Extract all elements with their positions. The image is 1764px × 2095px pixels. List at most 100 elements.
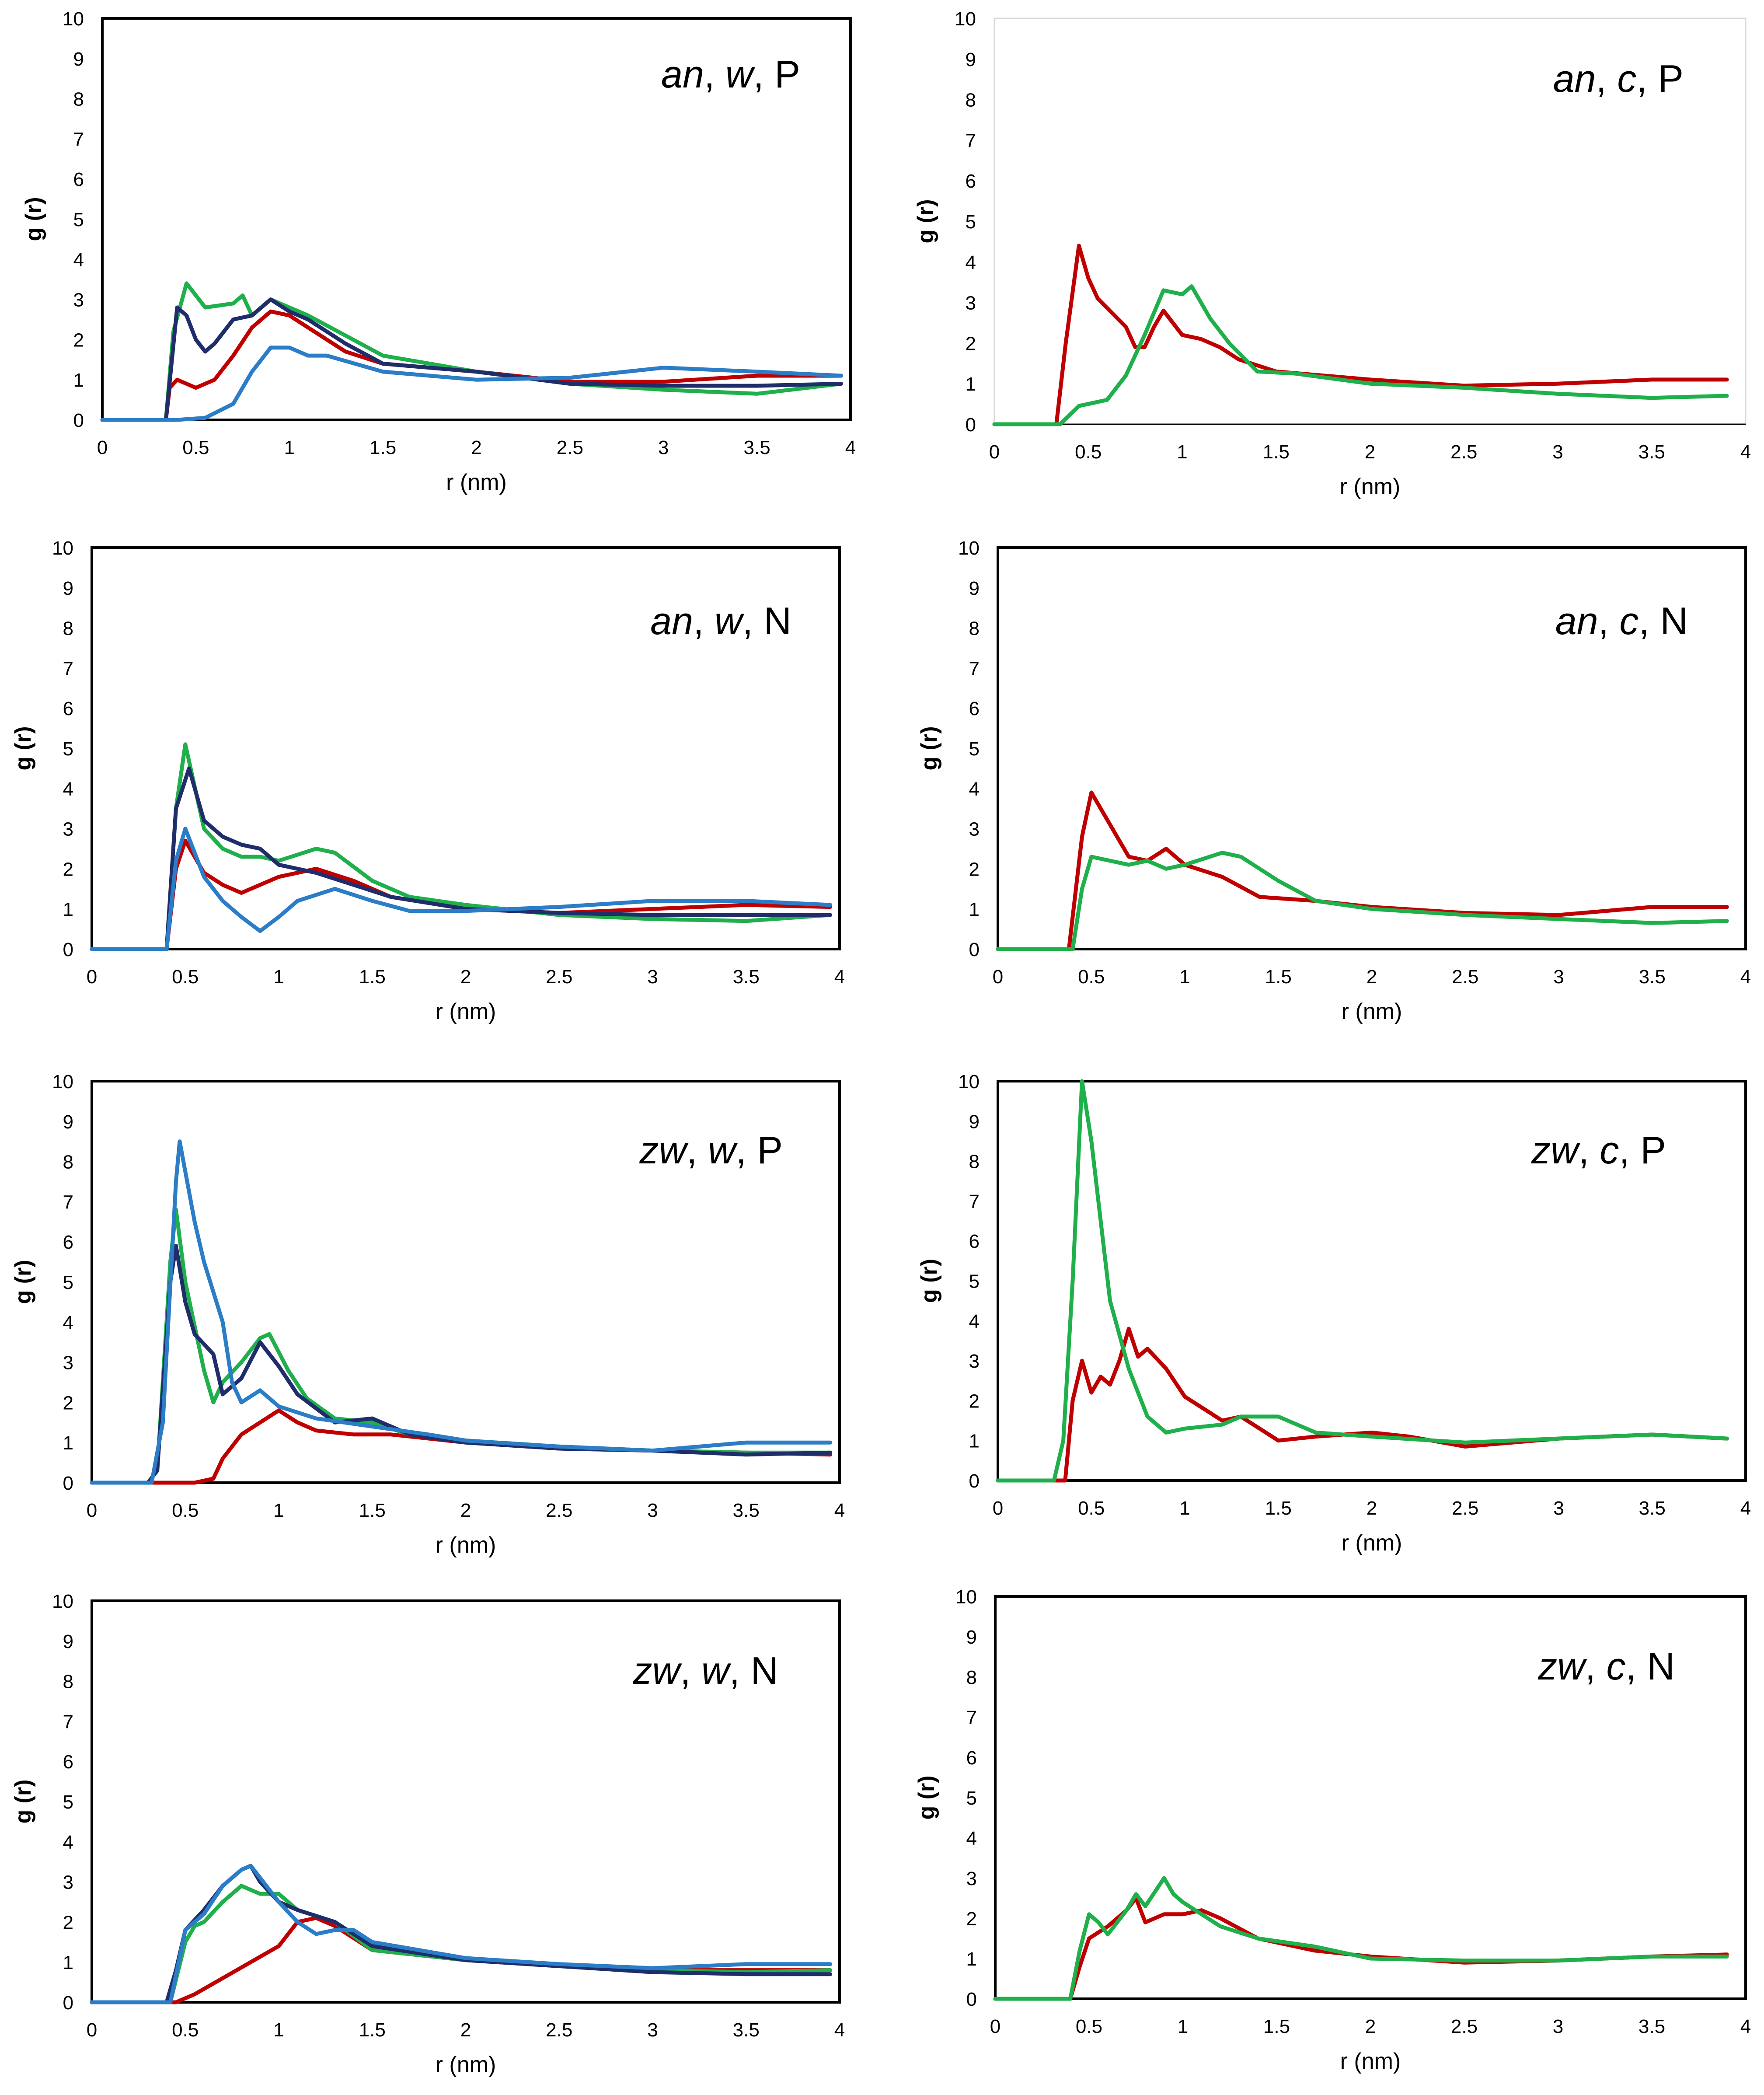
x-tick-label: 4 (834, 966, 845, 988)
x-tick-label: 0.5 (1078, 1498, 1105, 1519)
y-tick-label: 4 (969, 779, 980, 800)
y-tick-label: 2 (969, 1390, 980, 1412)
y-axis-label: g (r) (913, 199, 938, 243)
chart-panel-4: 0 1 2 3 4 5 6 7 8 9 10 0 0.5 1 1.5 2 2.5 3 3.5 4 r (nm) g (r)… (917, 538, 1751, 1024)
panel-label-part: zw (633, 1649, 683, 1692)
panel-label: an, c, N (1555, 599, 1688, 642)
x-tick-label: 0 (87, 1500, 97, 1521)
y-tick-label: 3 (966, 293, 976, 314)
x-axis-label: r (nm) (1342, 999, 1402, 1024)
series-line-blue (90, 1864, 833, 2004)
panel-label-part: , (1585, 1645, 1607, 1688)
series-line-red (992, 244, 1729, 426)
x-tick-label: 3 (1553, 966, 1564, 988)
y-tick-label: 0 (63, 939, 73, 960)
x-tick-label: 3 (1553, 2016, 1563, 2037)
panel-label: an, w, P (661, 52, 800, 96)
x-tick-label: 3 (1553, 1498, 1564, 1519)
y-tick-label: 1 (63, 899, 73, 920)
x-tick-label: 3.5 (733, 2019, 760, 2041)
x-tick-label: 3.5 (1638, 441, 1665, 463)
x-tick-label: 1 (284, 437, 295, 458)
y-tick-label: 6 (966, 171, 976, 192)
y-tick-label: 5 (966, 211, 976, 233)
series-line-navy (90, 1864, 833, 2004)
x-tick-label: 4 (1740, 966, 1751, 988)
x-tick-label: 4 (1740, 441, 1751, 463)
panel-label-part: , (704, 52, 725, 96)
y-tick-label: 6 (63, 1751, 73, 1773)
y-tick-label: 3 (969, 1351, 980, 1372)
panel-label-part: an (650, 599, 693, 642)
panel-label-part: , N (729, 1649, 778, 1692)
x-tick-label: 2.5 (546, 1500, 572, 1521)
x-tick-label: 3.5 (1638, 2016, 1665, 2037)
panel-label: an, c, P (1553, 57, 1684, 100)
plot-frame (91, 1080, 841, 1484)
y-tick-label: 10 (958, 538, 980, 559)
y-axis-label: g (r) (10, 726, 36, 770)
y-tick-label: 1 (969, 1431, 980, 1452)
panel-label-part: w (701, 1649, 732, 1692)
y-tick-label: 9 (63, 1631, 73, 1652)
y-tick-label: 6 (73, 169, 84, 190)
y-tick-label: 4 (966, 252, 976, 273)
y-tick-label: 1 (966, 374, 976, 395)
panel-label-part: an (1553, 57, 1596, 100)
panel-label-part: , P (736, 1128, 783, 1172)
y-tick-label: 9 (966, 49, 976, 70)
x-tick-label: 4 (1740, 2016, 1751, 2037)
x-tick-label: 0 (87, 966, 97, 988)
x-tick-label: 1 (1179, 966, 1190, 988)
panel-label-part: an (1555, 599, 1598, 642)
y-tick-label: 9 (63, 1111, 73, 1133)
x-axis-label: r (nm) (446, 470, 507, 495)
y-tick-label: 5 (63, 1272, 73, 1293)
y-tick-label: 8 (969, 1151, 980, 1173)
plot-frame (994, 1595, 1747, 2000)
y-tick-label: 2 (63, 1912, 73, 1933)
chart-panel-8: 0 1 2 3 4 5 6 7 8 9 10 0 0.5 1 1.5 2 2.5 3 3.5 4 r (nm) g (r)… (914, 1586, 1751, 2074)
x-tick-label: 2 (460, 966, 471, 988)
panel-label-part: , P (1636, 57, 1684, 100)
y-axis-label: g (r) (10, 1779, 36, 1823)
y-tick-label: 6 (969, 1231, 980, 1252)
x-tick-label: 3.5 (1639, 1498, 1666, 1519)
x-axis-label: r (nm) (436, 999, 496, 1024)
x-tick-label: 1.5 (1263, 2016, 1290, 2037)
series-line-green (996, 1079, 1729, 1483)
y-tick-label: 0 (969, 939, 980, 960)
panel-label-part: w (725, 52, 756, 96)
panel-label-part: , N (743, 599, 791, 642)
x-tick-label: 1 (273, 966, 284, 988)
y-tick-label: 6 (966, 1747, 977, 1769)
y-tick-label: 1 (73, 370, 84, 391)
panel-label-part: c (1600, 1128, 1619, 1172)
y-tick-label: 7 (73, 129, 84, 150)
y-tick-label: 5 (63, 1791, 73, 1813)
y-tick-label: 2 (966, 333, 976, 354)
x-tick-label: 2.5 (1452, 1498, 1478, 1519)
y-tick-label: 7 (969, 658, 980, 679)
series-line-red (993, 1896, 1729, 2001)
panel-label-part: , N (1626, 1645, 1675, 1688)
series-line-green (992, 284, 1729, 426)
chart-panel-5: 0 1 2 3 4 5 6 7 8 9 10 0 0.5 1 1.5 2 2.5 3 3.5 4 r (nm) g (r)… (10, 1071, 845, 1558)
x-tick-label: 4 (845, 437, 856, 458)
series-line-navy (100, 297, 844, 422)
x-tick-label: 2.5 (1450, 441, 1477, 463)
x-axis-label: r (nm) (1340, 474, 1401, 499)
x-tick-label: 3.5 (733, 966, 760, 988)
y-tick-label: 1 (966, 1948, 977, 1970)
panel-label-part: , (1598, 599, 1620, 642)
y-axis-label: g (r) (914, 1775, 939, 1819)
panel-label-part: c (1620, 599, 1639, 642)
chart-panel-3: 0 1 2 3 4 5 6 7 8 9 10 0 0.5 1 1.5 2 2.5 3 3.5 4 r (nm) g (r)… (10, 538, 845, 1024)
y-tick-label: 4 (73, 249, 84, 271)
x-axis-label: r (nm) (1342, 1530, 1402, 1556)
series-line-green (90, 742, 833, 951)
x-tick-label: 0.5 (172, 1500, 199, 1521)
y-tick-label: 0 (73, 410, 84, 431)
panel-label: zw, c, N (1537, 1645, 1675, 1688)
x-tick-label: 0 (993, 1498, 1003, 1519)
